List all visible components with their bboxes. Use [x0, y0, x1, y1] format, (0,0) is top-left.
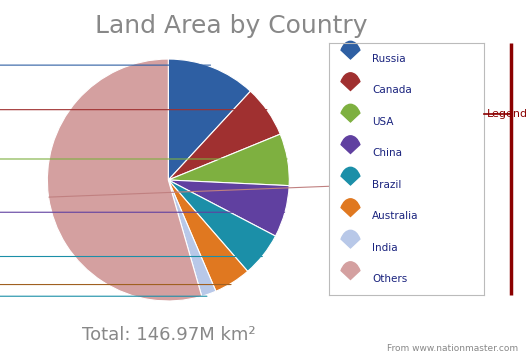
Wedge shape [341, 41, 360, 59]
Wedge shape [168, 134, 289, 186]
Wedge shape [168, 59, 250, 180]
Text: Total: 146.97M km²: Total: 146.97M km² [82, 326, 255, 344]
Text: Legend: Legend [487, 109, 526, 119]
Wedge shape [341, 104, 360, 122]
Wedge shape [47, 59, 202, 301]
Wedge shape [168, 180, 248, 291]
Text: 12%: 12% [0, 60, 210, 70]
Text: 5%: 5% [0, 280, 231, 289]
Wedge shape [341, 230, 360, 248]
Text: Australia: Australia [372, 211, 419, 221]
Wedge shape [341, 167, 360, 185]
Text: Land Area by Country: Land Area by Country [95, 14, 368, 39]
Text: 7%: 7% [0, 207, 285, 217]
Text: 7%: 7% [0, 154, 287, 164]
Wedge shape [168, 180, 216, 296]
Text: China: China [372, 148, 402, 158]
Wedge shape [168, 91, 280, 180]
Wedge shape [341, 73, 360, 90]
Text: 2%: 2% [0, 291, 207, 301]
Text: 7%: 7% [0, 105, 267, 115]
Wedge shape [168, 180, 276, 271]
Text: USA: USA [372, 117, 393, 127]
Text: India: India [372, 243, 398, 253]
Wedge shape [341, 199, 360, 216]
Text: From www.nationmaster.com: From www.nationmaster.com [387, 344, 518, 353]
Text: 6%: 6% [0, 252, 262, 261]
Wedge shape [341, 262, 360, 279]
Text: ~55%: ~55% [49, 180, 378, 197]
Text: Others: Others [372, 274, 408, 284]
Wedge shape [341, 136, 360, 153]
Text: Russia: Russia [372, 54, 406, 64]
Text: Canada: Canada [372, 85, 412, 95]
Text: Brazil: Brazil [372, 180, 401, 190]
Wedge shape [168, 180, 289, 236]
